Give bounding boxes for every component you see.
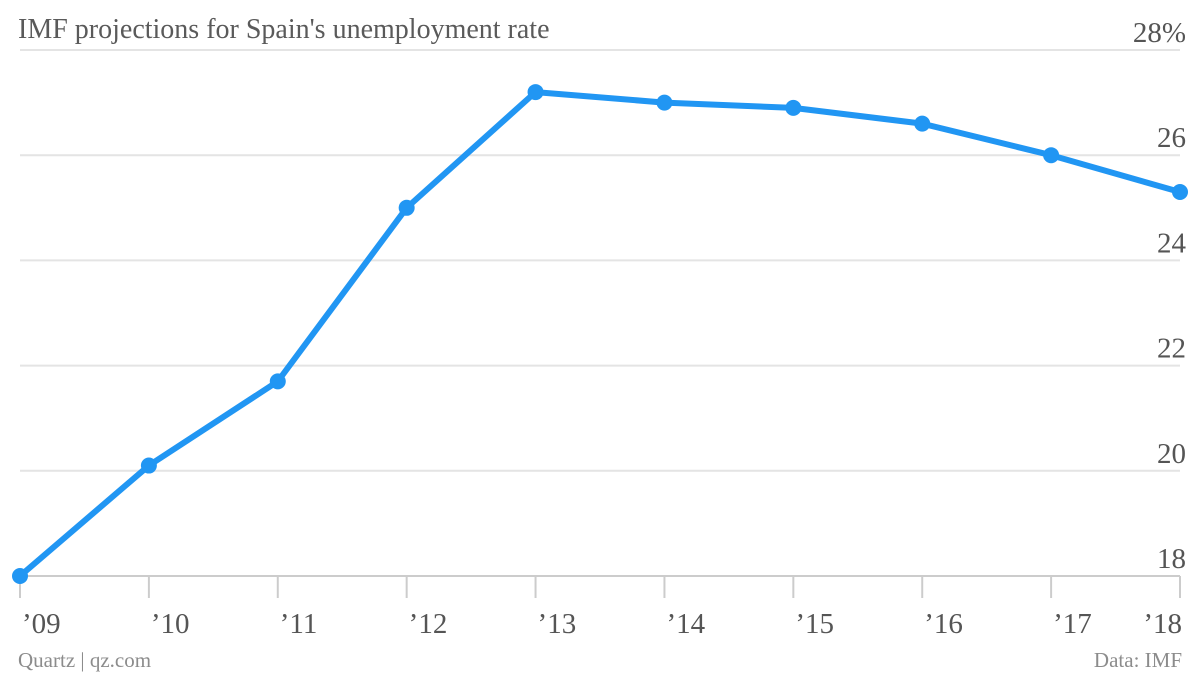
data-point (1043, 147, 1060, 164)
y-tick-label: 28% (1133, 17, 1186, 49)
series-line (17, 89, 1183, 579)
x-tick-label: ’13 (538, 608, 577, 640)
footer-credit: Quartz | qz.com (18, 648, 152, 672)
gridlines (20, 49, 1180, 577)
y-tick-label: 18 (1157, 543, 1186, 575)
series-unemployment-rate (12, 84, 1188, 584)
data-point (1172, 184, 1188, 201)
data-point (527, 84, 544, 101)
chart-title: IMF projections for Spain's unemployment… (18, 14, 550, 45)
data-point (785, 99, 802, 116)
y-tick-label: 22 (1157, 333, 1186, 365)
x-tick-label: ’14 (666, 608, 705, 640)
x-tick-label: ’18 (1143, 608, 1182, 640)
x-tick-label: ’15 (795, 608, 834, 640)
data-point (140, 457, 157, 474)
y-tick-label: 20 (1157, 438, 1186, 470)
footer-data-source: Data: IMF (1093, 648, 1182, 672)
x-tick-label: ’12 (409, 608, 448, 640)
data-point (914, 115, 931, 132)
data-point (398, 199, 415, 216)
y-tick-label: 26 (1157, 122, 1186, 154)
data-point (12, 568, 28, 584)
x-tick-label: ’11 (280, 608, 318, 640)
data-point (269, 373, 286, 390)
x-axis: ’09 ’10 ’11 ’12 ’13 ’14 ’15 ’16 ’17 ’18 (19, 576, 1182, 640)
y-tick-label: 24 (1157, 227, 1187, 259)
x-tick-label: ’17 (1053, 608, 1092, 640)
y-axis-tick-labels: 18 20 22 24 26 28% (1133, 17, 1187, 575)
data-point (656, 94, 673, 111)
x-tick-label: ’16 (924, 608, 963, 640)
x-tick-label: ’10 (151, 608, 190, 640)
x-tick-label: ’09 (22, 608, 61, 640)
